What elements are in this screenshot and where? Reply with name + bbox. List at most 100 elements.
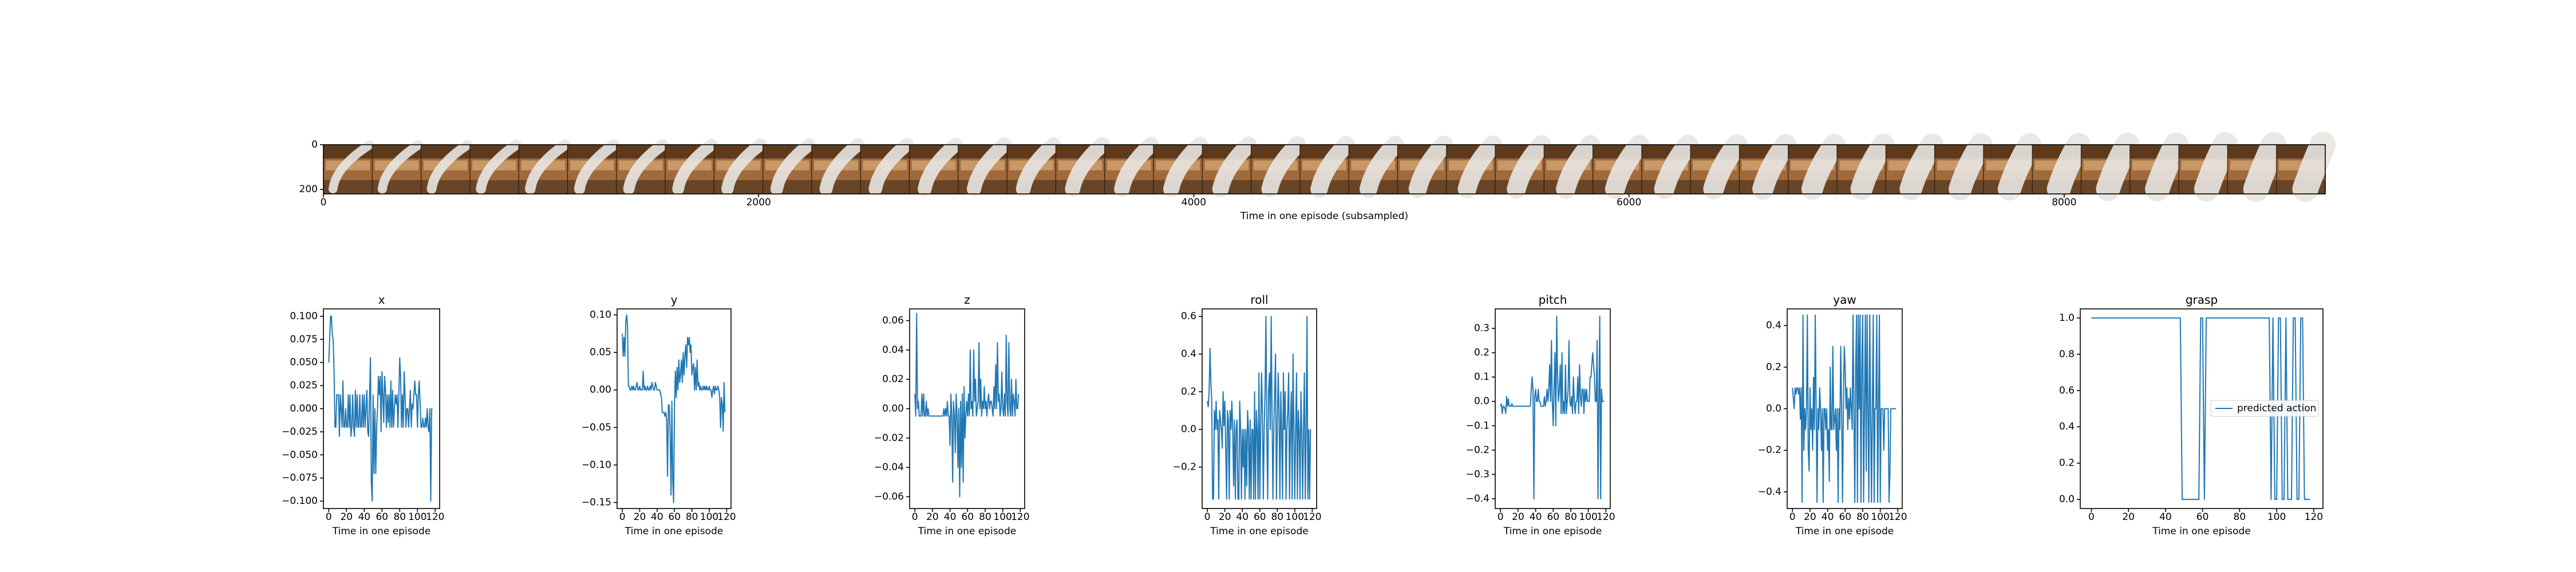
x-tick-label: 0 — [619, 511, 626, 523]
y-tick-label: −0.10 — [582, 459, 611, 471]
x-tick-label: 100 — [1579, 511, 1597, 523]
y-tick-label: 0.3 — [1474, 323, 1490, 334]
x-tick-label: 0 — [1204, 511, 1211, 523]
strip-frame — [908, 137, 963, 196]
x-tick-label: 40 — [1236, 511, 1249, 523]
y-tick-label: 0.06 — [882, 315, 904, 327]
y-tick-label: 0.2 — [2059, 458, 2075, 469]
strip-frame — [1299, 136, 1356, 198]
strip-frame — [1690, 134, 1748, 200]
strip-frame — [1446, 135, 1503, 198]
x-tick-label: 20 — [2122, 511, 2135, 523]
y-tick-label: 0.0 — [1766, 403, 1781, 415]
x-axis-label: Time in one episode — [918, 526, 1016, 537]
strip-frame — [372, 140, 424, 194]
y-tick-label: −0.2 — [1758, 444, 1781, 456]
x-axis-label: Time in one episode — [1210, 526, 1308, 537]
strip-frame — [1739, 134, 1797, 200]
x-tick-label: 40 — [2159, 511, 2172, 523]
x-tick-label: 60 — [376, 511, 388, 523]
series-line-roll — [1207, 316, 1311, 500]
series-line-y — [622, 314, 726, 503]
strip-frame — [1250, 136, 1306, 198]
y-tick-label: 0.075 — [290, 333, 318, 345]
strip-frame — [811, 138, 865, 196]
y-tick-label: 0.0 — [1474, 396, 1490, 407]
y-tick-label: 0.8 — [2059, 348, 2075, 360]
x-tick-label: 20 — [1219, 511, 1231, 523]
x-tick-label: 100 — [1286, 511, 1304, 523]
strip-frame — [1495, 135, 1551, 199]
strip-frame-border — [323, 144, 2326, 194]
subplot-title: pitch — [1539, 293, 1567, 307]
x-tick-label: 40 — [358, 511, 370, 523]
x-tick-label: 20 — [1804, 511, 1816, 523]
y-tick-label: 0.050 — [290, 357, 318, 368]
strip-frame — [1788, 134, 1846, 200]
strip-frame — [567, 139, 620, 194]
x-tick-label: 120 — [717, 511, 736, 523]
y-tick-label: 0.6 — [1181, 311, 1196, 322]
x-tick-label: 0 — [1789, 511, 1796, 523]
strip-frame — [860, 138, 914, 196]
y-tick-label: 0.10 — [590, 309, 611, 320]
y-tick-label: −0.02 — [874, 432, 904, 444]
y-tick-label: 0.2 — [1474, 347, 1490, 359]
x-tick-label: 80 — [2234, 511, 2246, 523]
strip-frame — [762, 138, 816, 196]
strip-frame — [1934, 133, 1993, 201]
strip-x-tick-label: 8000 — [2052, 197, 2076, 208]
y-tick-label: 0.00 — [590, 384, 611, 396]
x-tick-label: 100 — [993, 511, 1012, 523]
y-tick-label: −0.2 — [1173, 462, 1196, 473]
strip-frame — [1641, 134, 1698, 200]
x-tick-label: 100 — [408, 511, 426, 523]
strip-frame — [2178, 132, 2238, 202]
y-tick-label: 1.0 — [2059, 312, 2075, 324]
y-tick-label: 0.04 — [882, 344, 904, 356]
x-tick-label: 0 — [326, 511, 332, 523]
legend-label: predicted action — [2237, 403, 2316, 414]
x-tick-label: 120 — [1011, 511, 1029, 523]
strip-x-axis-label: Time in one episode (subsampled) — [1240, 210, 1408, 222]
x-axis-label: Time in one episode — [1503, 526, 1602, 537]
strip-frame — [323, 140, 374, 194]
x-tick-label: 80 — [1271, 511, 1283, 523]
x-axis-label: Time in one episode — [1795, 526, 1894, 537]
strip-x-tick-label: 6000 — [1617, 197, 1641, 208]
subplot-grasp: 0 20 40 60 80 100 120 0.0 0.2 0.4 0.6 0.8 1.0 grasp Ti… — [2059, 293, 2324, 537]
strip-frame — [616, 139, 669, 195]
y-tick-label: 0.100 — [290, 311, 318, 322]
x-tick-label: 60 — [961, 511, 974, 523]
subplot-title: z — [964, 293, 970, 307]
y-tick-label: 0.2 — [1181, 386, 1196, 398]
x-tick-label: 0 — [1498, 511, 1504, 523]
strip-frame — [665, 138, 718, 195]
strip-frame — [420, 140, 473, 194]
strip-frame — [2227, 132, 2287, 202]
series-line-z — [914, 312, 1020, 498]
x-tick-label: 40 — [944, 511, 957, 523]
x-tick-label: 100 — [700, 511, 718, 523]
strip-frame — [713, 138, 767, 196]
x-tick-label: 60 — [668, 511, 681, 523]
y-tick-label: −0.1 — [1466, 420, 1490, 431]
strip-frame — [1055, 137, 1110, 197]
y-tick-label: −0.3 — [1466, 468, 1490, 480]
y-tick-label: 0.00 — [882, 403, 904, 415]
strip-y-tick-label: 200 — [299, 184, 318, 195]
y-tick-label: −0.100 — [282, 495, 318, 507]
strip-frame — [1885, 133, 1944, 201]
strip-frame — [1543, 134, 1601, 199]
series-line-yaw — [1792, 314, 1897, 503]
strip-frame — [1006, 137, 1061, 197]
x-tick-label: 0 — [2088, 511, 2095, 523]
strip-x-tick-label: 4000 — [1182, 197, 1206, 208]
y-tick-label: 0.0 — [2059, 494, 2075, 505]
